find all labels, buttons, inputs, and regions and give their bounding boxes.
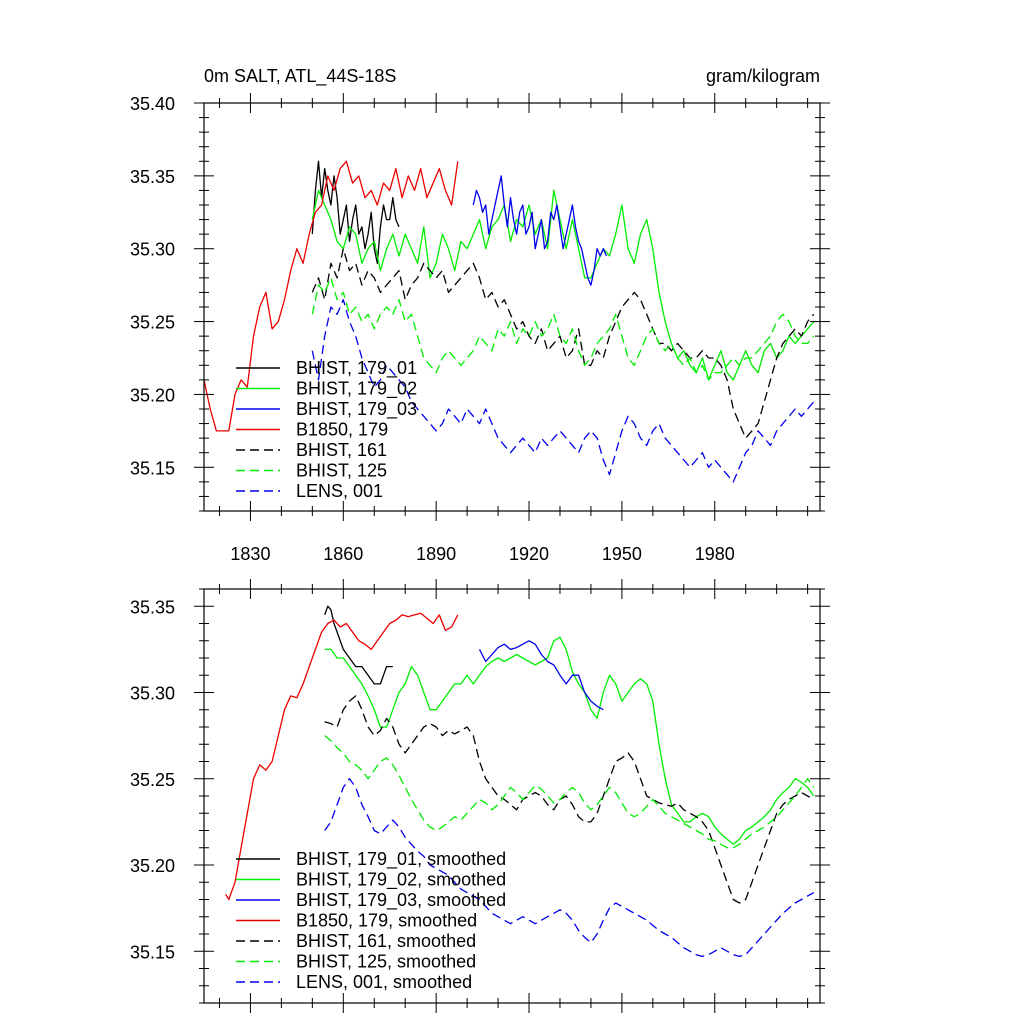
bottom-axes: 35.15 35.20 35.25 35.30 35.35 [130, 579, 830, 1013]
y-tick-label: 35.20 [130, 856, 175, 876]
y-tick-label: 35.25 [130, 313, 175, 333]
x-tick-label: 1830 [230, 544, 270, 564]
legend-entry: BHIST, 179_02 [296, 379, 417, 400]
series-line [478, 640, 604, 711]
y-tick-label: 35.20 [130, 385, 175, 405]
series-line [324, 695, 815, 904]
legend-entry: BHIST, 179_02, smoothed [296, 870, 506, 891]
series-line [324, 605, 393, 685]
series-line [225, 612, 459, 901]
series-line [311, 160, 400, 264]
series-line [311, 189, 815, 381]
bottom-panel: 35.15 35.20 35.25 35.30 35.35 BHIST, 179_01,… [130, 579, 830, 1013]
x-tick-label: 1860 [323, 544, 363, 564]
series-line [203, 160, 459, 432]
series-line [311, 299, 815, 483]
top-axes: 1830 1860 1890 1920 1950 1980 35.15 35.20 35.25 3… [130, 93, 830, 564]
top-units-label: gram/kilogram [706, 66, 820, 86]
series-line [311, 277, 815, 381]
series-line [472, 175, 607, 286]
y-tick-label: 35.15 [130, 458, 175, 478]
y-tick-label: 35.30 [130, 684, 175, 704]
y-tick-label: 35.35 [130, 167, 175, 187]
top-panel: 0m SALT, ATL_44S-18S gram/kilogram 1830 1… [130, 66, 830, 564]
legend-entry: B1850, 179 [296, 420, 388, 440]
legend-entry: BHIST, 161 [296, 440, 387, 460]
legend-entry: BHIST, 179_03 [296, 399, 417, 420]
legend-entry: BHIST, 179_01, smoothed [296, 849, 506, 870]
x-tick-label: 1950 [602, 544, 642, 564]
legend-entry: BHIST, 161, smoothed [296, 931, 476, 951]
legend-entry: BHIST, 125 [296, 461, 387, 481]
series-line [311, 248, 815, 439]
legend-entry: B1850, 179, smoothed [296, 911, 477, 931]
legend-entry: BHIST, 179_01 [296, 358, 417, 379]
y-tick-label: 35.30 [130, 240, 175, 260]
x-tick-label: 1980 [695, 544, 735, 564]
series-line [324, 636, 815, 845]
x-tick-label: 1920 [509, 544, 549, 564]
y-tick-label: 35.25 [130, 770, 175, 790]
top-title: 0m SALT, ATL_44S-18S [204, 66, 396, 87]
legend-entry: LENS, 001 [296, 481, 383, 501]
y-tick-label: 35.15 [130, 942, 175, 962]
top-series-group [203, 160, 815, 483]
series-line [324, 735, 815, 849]
legend-entry: BHIST, 125, smoothed [296, 952, 476, 972]
y-tick-label: 35.40 [130, 94, 175, 114]
series-line [324, 778, 815, 958]
bottom-series-group [225, 605, 815, 958]
legend-entry: BHIST, 179_03, smoothed [296, 890, 506, 911]
legend-entry: LENS, 001, smoothed [296, 972, 472, 992]
y-tick-label: 35.35 [130, 597, 175, 617]
x-tick-label: 1890 [416, 544, 456, 564]
